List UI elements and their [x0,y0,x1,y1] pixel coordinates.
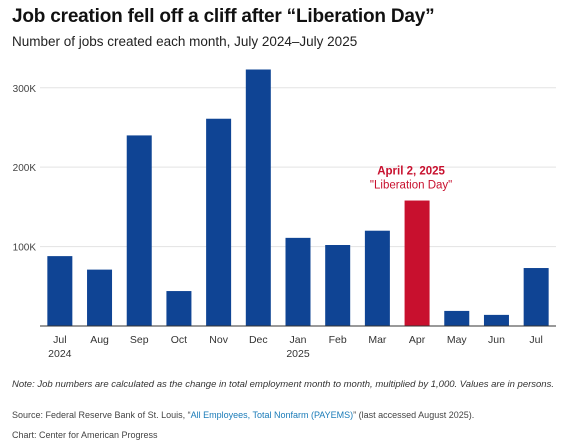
y-tick-label: 200K [13,163,37,174]
bar-highlight [404,200,430,326]
x-tick-sublabel: 2024 [48,348,72,360]
annotation-title: April 2, 2025 [377,166,445,178]
x-tick-label: Sep [130,334,149,346]
bar [325,245,351,326]
x-tick-label: Jan [290,334,307,346]
x-tick-label: Jul [53,334,66,346]
x-tick-label: Mar [368,334,387,346]
x-tick-label: Nov [209,334,228,346]
chart-title: Job creation fell off a cliff after “Lib… [12,6,435,27]
bar [126,135,152,326]
bar [444,310,470,326]
x-tick-label: Jun [488,334,505,346]
x-tick-label: Feb [329,334,347,346]
bar [87,269,113,326]
x-tick-label: May [447,334,468,346]
bar [245,69,271,326]
bar-chart: 100K 200K 300K Jul 2024 Aug Sep Oct Nov Dec Jan 202… [13,69,556,360]
bar [285,237,311,326]
x-tick-label: Oct [171,334,187,346]
chart-credit: Chart: Center for American Progress [12,430,158,440]
x-tick-label: Aug [90,334,109,346]
source-prefix: Source: Federal Reserve Bank of St. Loui… [12,410,191,420]
x-tick-label: Dec [249,334,268,346]
annotation-text: "Liberation Day" [370,180,452,192]
chart-note: Note: Job numbers are calculated as the … [12,379,554,390]
chart-subtitle: Number of jobs created each month, July … [12,34,358,49]
chart-source: Source: Federal Reserve Bank of St. Loui… [12,410,474,420]
x-tick-label: Jul [529,334,542,346]
x-tick-label: Apr [409,334,426,346]
y-tick-label: 100K [13,243,37,254]
bar [364,230,390,326]
y-tick-label: 300K [13,84,37,95]
source-link[interactable]: All Employees, Total Nonfarm (PAYEMS) [190,410,354,420]
source-suffix: ” (last accessed August 2025). [353,410,475,420]
x-tick-sublabel: 2025 [286,348,310,360]
bar [483,314,509,326]
bar [206,118,232,326]
bar [166,291,192,326]
bar [47,256,73,326]
bar [523,268,549,326]
